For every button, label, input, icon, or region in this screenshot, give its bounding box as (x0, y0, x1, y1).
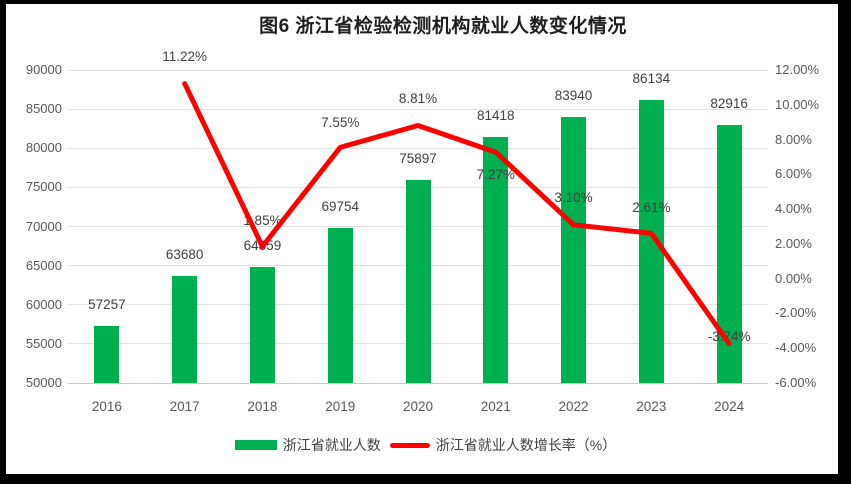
line-value-label-2024: -3.74% (707, 328, 751, 344)
line-value-label-2018: 1.85% (243, 213, 282, 229)
legend: 浙江省就业人数 浙江省就业人数增长率（%） (0, 434, 851, 456)
y-axis-left-label: 85000 (25, 101, 62, 117)
legend-item-growth-rate: 浙江省就业人数增长率（%） (389, 435, 617, 455)
legend-label-employment: 浙江省就业人数 (282, 437, 381, 453)
y-axis-right-label: 0.00% (775, 270, 812, 286)
bar-2017 (172, 275, 198, 383)
y-axis-right-label: 8.00% (775, 131, 812, 147)
line-value-label-2017: 11.22% (162, 48, 208, 64)
legend-item-employment: 浙江省就业人数 (234, 435, 381, 455)
x-axis-label-2020: 2020 (402, 399, 434, 414)
y-axis-right-label: 2.00% (775, 235, 812, 251)
y-axis-left-label: 50000 (25, 375, 62, 390)
line-series-swatch (389, 442, 430, 448)
line-value-label-2022: 3.10% (554, 189, 593, 205)
y-axis-left-label: 55000 (25, 335, 62, 351)
y-axis-right-label: 12.00% (775, 62, 820, 77)
x-axis-label-2017: 2017 (169, 399, 200, 414)
frame-border-top (0, 0, 851, 4)
bar-value-label-2024: 82916 (710, 96, 748, 112)
x-axis-label-2016: 2016 (91, 399, 122, 414)
bar-value-label-2022: 83940 (554, 88, 593, 104)
y-axis-left-label: 80000 (25, 140, 62, 156)
x-axis-label-2019: 2019 (325, 399, 356, 414)
y-axis-right-label: -6.00% (775, 375, 817, 390)
bar-series-swatch (234, 440, 277, 450)
line-value-label-2019: 7.55% (321, 115, 360, 131)
y-axis-right-label: -4.00% (775, 340, 817, 356)
legend-label-growth-rate: 浙江省就业人数增长率（%） (435, 437, 617, 453)
frame-border-left (0, 0, 6, 484)
x-axis-label-2023: 2023 (636, 399, 667, 414)
bar-value-label-2020: 75897 (399, 151, 437, 167)
gridline (68, 69, 768, 71)
frame-border-right (838, 0, 851, 484)
line-value-label-2020: 8.81% (398, 91, 438, 107)
line-value-label-2023: 2.61% (632, 200, 671, 216)
bar-2022 (561, 117, 587, 383)
y-axis-left-label: 70000 (25, 218, 62, 234)
bar-value-label-2018: 64859 (243, 237, 282, 253)
y-axis-left-label: 75000 (25, 179, 62, 195)
y-axis-left-label: 90000 (25, 62, 62, 77)
y-axis-left-label: 65000 (25, 257, 62, 273)
bar-2016 (94, 326, 120, 383)
bar-2019 (327, 228, 353, 383)
line-value-label-2021: 7.27% (476, 167, 515, 183)
bar-value-label-2023: 86134 (632, 71, 671, 87)
bar-2023 (638, 100, 664, 383)
bar-value-label-2019: 69754 (321, 199, 359, 215)
y-axis-right-label: 4.00% (775, 201, 812, 217)
x-axis-label-2021: 2021 (480, 399, 511, 414)
bar-value-label-2017: 63680 (165, 246, 204, 262)
y-axis-right-label: -2.00% (775, 305, 817, 321)
bar-2020 (405, 180, 431, 383)
y-axis-left-label: 60000 (25, 296, 62, 312)
bar-value-label-2021: 81418 (476, 108, 515, 124)
gridline (68, 382, 768, 384)
x-axis-label-2018: 2018 (247, 399, 278, 414)
frame-border-bottom (0, 474, 851, 484)
bar-2018 (249, 266, 275, 383)
bar-value-label-2016: 57257 (88, 297, 126, 313)
x-axis-label-2024: 2024 (714, 399, 745, 414)
y-axis-right-label: 6.00% (775, 166, 812, 182)
y-axis-right-label: 10.00% (775, 96, 820, 112)
x-axis-label-2022: 2022 (558, 399, 589, 414)
chart-title: 图6 浙江省检验检测机构就业人数变化情况 (259, 16, 627, 37)
